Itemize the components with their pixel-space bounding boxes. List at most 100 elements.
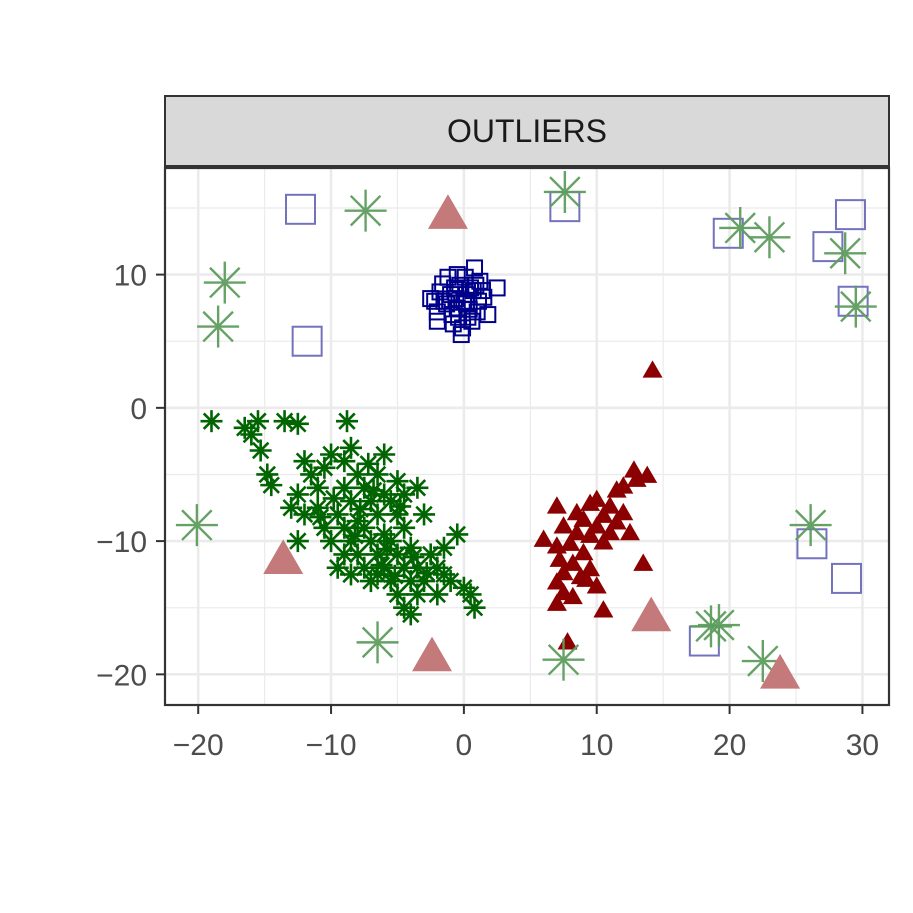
facet-strip-label: OUTLIERS: [447, 113, 607, 149]
asterisk-stroke: [349, 194, 382, 227]
asterisk-stroke: [382, 492, 400, 510]
asterisk-stroke: [295, 452, 314, 470]
point-cluster-red: [546, 572, 567, 590]
asterisk-stroke: [753, 221, 786, 253]
point-outlier-red: [427, 194, 468, 229]
asterisk-stroke: [747, 645, 779, 677]
asterisk-stroke: [391, 497, 409, 516]
asterisk-stroke: [421, 545, 440, 564]
point-outlier-red: [760, 653, 801, 689]
point-cluster-red: [560, 533, 581, 551]
point-outlier-blue: [291, 325, 323, 357]
asterisk-stroke: [362, 492, 380, 510]
asterisk-stroke: [209, 266, 241, 299]
asterisk-stroke: [840, 290, 872, 323]
point-outlier-green: [748, 216, 791, 259]
asterisk-stroke: [315, 459, 334, 477]
point-cluster-blue: [458, 286, 476, 304]
asterisk-stroke: [328, 505, 347, 524]
asterisk-stroke: [251, 441, 270, 460]
asterisk-stroke: [418, 564, 436, 582]
point-cluster-blue: [454, 319, 472, 337]
asterisk-stroke: [402, 605, 420, 624]
point-cluster-red: [586, 576, 607, 594]
point-outlier-green: [834, 285, 877, 328]
asterisk-stroke: [549, 176, 581, 208]
point-cluster-red: [562, 586, 583, 605]
point-cluster-red: [533, 529, 554, 547]
x-tick-label: −10: [306, 729, 357, 762]
point-cluster-red: [626, 469, 647, 487]
asterisk-stroke: [348, 545, 367, 564]
point-outlier-red: [412, 636, 453, 672]
point-outlier-green: [203, 261, 246, 304]
x-tick-label: 20: [713, 729, 746, 762]
point-outlier-green: [719, 206, 762, 249]
y-tick-label: 10: [114, 260, 147, 293]
point-cluster-green: [240, 423, 263, 446]
point-cluster-red: [633, 553, 654, 571]
asterisk-stroke: [703, 609, 735, 641]
point-cluster-red: [580, 525, 601, 543]
asterisk-stroke: [355, 479, 373, 497]
asterisk-stroke: [724, 212, 756, 244]
point-outlier-green: [543, 170, 586, 213]
point-cluster-green: [339, 436, 362, 459]
asterisk-stroke: [355, 559, 373, 577]
point-cluster-red: [546, 593, 567, 611]
asterisk-stroke: [262, 476, 280, 494]
asterisk-stroke: [408, 585, 427, 604]
point-cluster-red: [553, 516, 574, 534]
asterisk-stroke: [362, 532, 380, 550]
point-cluster-blue: [467, 276, 485, 294]
asterisk-stroke: [342, 439, 360, 457]
asterisk-stroke: [335, 545, 354, 564]
point-cluster-green: [273, 410, 296, 433]
point-outlier-blue: [834, 199, 866, 231]
point-outlier-green: [697, 604, 740, 647]
asterisk-stroke: [342, 565, 360, 584]
asterisk-stroke: [328, 559, 347, 577]
point-cluster-green: [406, 476, 429, 499]
point-cluster-green: [413, 503, 436, 526]
point-outlier-blue: [285, 193, 317, 225]
point-cluster-green: [375, 538, 398, 561]
point-outlier-blue: [837, 285, 869, 317]
point-cluster-red: [566, 522, 587, 541]
point-cluster-red: [593, 532, 614, 550]
point-cluster-green: [362, 479, 385, 502]
point-cluster-red: [637, 465, 658, 483]
point-cluster-green: [406, 583, 429, 606]
asterisk-stroke: [335, 519, 354, 537]
point-cluster-red: [580, 493, 601, 511]
point-cluster-green: [335, 410, 358, 433]
facet-strip-background: [164, 95, 890, 167]
asterisk-stroke: [242, 425, 261, 444]
point-cluster-blue: [422, 290, 440, 308]
asterisk-stroke: [388, 585, 407, 604]
point-cluster-green: [370, 554, 393, 577]
point-outlier-blue: [812, 231, 844, 263]
point-cluster-green: [333, 543, 356, 566]
point-cluster-green: [249, 439, 272, 462]
asterisk-stroke: [402, 572, 420, 590]
point-cluster-green: [286, 483, 309, 506]
point-cluster-green: [357, 452, 380, 475]
asterisk-stroke: [282, 499, 300, 517]
point-cluster-green: [426, 583, 449, 606]
point-cluster-green: [415, 562, 438, 585]
point-cluster-red: [576, 569, 597, 587]
point-cluster-green: [389, 495, 412, 518]
asterisk-stroke: [311, 508, 330, 526]
asterisk-stroke: [202, 412, 221, 430]
y-axis: −20 −10 0 10: [96, 260, 165, 692]
asterisk-stroke: [361, 626, 394, 659]
asterisk-stroke: [258, 465, 276, 484]
asterisk-stroke: [335, 452, 354, 470]
point-outlier-green: [689, 605, 732, 648]
point-cluster-green: [366, 503, 389, 526]
asterisk-stroke: [289, 485, 307, 504]
point-cluster-green: [320, 530, 343, 553]
point-outlier-green: [197, 305, 240, 348]
asterisk-stroke: [322, 445, 340, 464]
